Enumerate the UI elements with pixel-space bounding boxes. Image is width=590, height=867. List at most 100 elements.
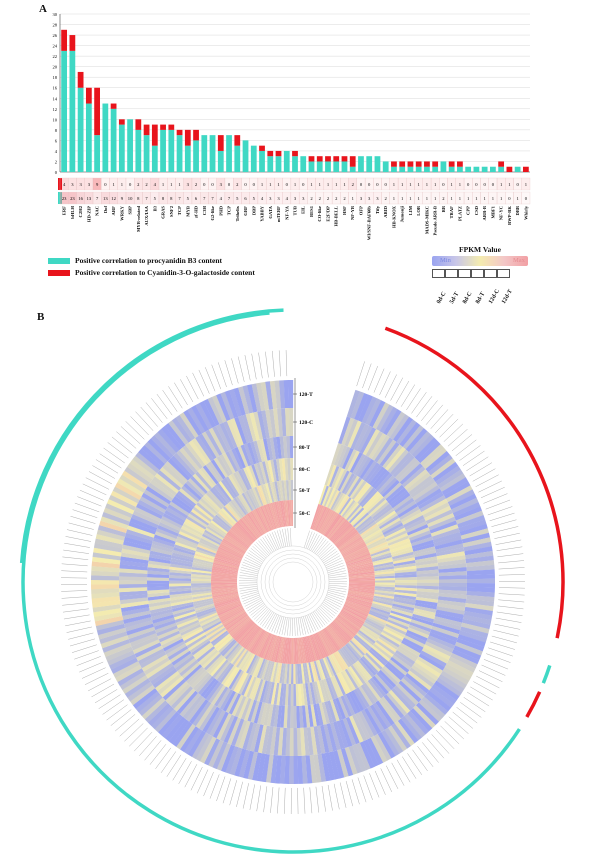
bar-procyanidin [193,140,199,172]
heatmap-cell [96,529,125,541]
y-tick-label: 4 [55,149,58,154]
heatmap-cell [102,639,131,653]
heatmap-cell [170,599,193,607]
heatmap-cell [120,552,150,561]
count-label-cyanidin: 1 [310,182,313,187]
dendrogram-branch [259,610,272,625]
gene-label [88,678,112,692]
heatmap-cell [336,530,358,548]
heatmap-cell [109,653,137,670]
category-label: NF-YC [499,206,504,220]
gene-label [186,375,199,400]
heatmap-cell [234,695,247,718]
heatmap-cell [382,522,404,536]
heatmap-cell [340,695,353,717]
dendrogram-arc [264,553,322,611]
dendrogram-branch [297,617,301,636]
heatmap-cell [169,583,192,587]
heatmap-cell [350,690,365,712]
category-label: MYB-related [136,206,141,232]
dendrogram-branch [310,534,320,551]
heatmap-cell [117,478,144,497]
bar-procyanidin [102,103,109,172]
count-label-procyanidin: 23 [62,196,67,201]
heatmap-cell [347,591,374,598]
dendrogram-branch [287,528,290,547]
heatmap-cell [211,585,238,589]
heatmap-cell [458,519,487,532]
heatmap-cell [254,657,264,678]
gene-label [95,459,119,474]
heatmap-cell [267,460,275,483]
heatmap-cell [438,582,467,588]
heatmap-cell [324,627,341,650]
heatmap-cell [222,452,236,474]
heatmap-cell [346,558,373,568]
legend-item-procyanidin: Positive correlation to procyanidin B3 c… [48,256,222,265]
bar-procyanidin [424,166,430,172]
heatmap-cell [208,739,224,768]
heatmap-cell [147,573,170,578]
heatmap-cell [151,705,174,730]
heatmap-cell [99,520,128,534]
heatmap-cell [341,447,354,470]
bar-cyanidin [217,135,224,151]
bar-cyanidin [399,161,406,167]
heatmap-cell [283,663,288,684]
gene-label [303,787,306,814]
heatmap-cell [415,702,439,726]
heatmap-cell [433,680,460,701]
heatmap-cell [276,636,283,663]
heatmap-cell [328,518,347,540]
heatmap-cell [374,641,394,658]
heatmap-cell [414,602,437,610]
count-label-cyanidin: 1 [525,182,528,187]
heatmap-cell [364,493,382,511]
gene-label [77,496,102,507]
heatmap-cell [213,633,231,648]
heatmap-cell [397,460,421,483]
dendrogram-branch [326,562,344,570]
heatmap-cell [348,582,375,585]
heatmap-cell [187,513,208,528]
dendrogram-branch [242,594,260,602]
gene-label [495,539,522,545]
gene-label [362,363,372,389]
count-label-cyanidin: 1 [261,182,264,187]
heatmap-cell [346,556,372,566]
gene-label [297,787,299,814]
heatmap-cell [213,596,240,606]
gene-label [345,780,353,807]
heatmap-cell [289,436,294,459]
gene-label [66,626,92,633]
gene-label [452,711,474,729]
heatmap-cell [293,683,297,706]
dendrogram-branch [304,615,312,633]
heatmap-cell [277,727,284,756]
heatmap-cell [423,693,449,715]
heatmap-cell [251,678,262,700]
bar-procyanidin [267,156,274,172]
heatmap-cell [367,497,386,515]
heatmap-cell [361,460,378,481]
heatmap-cell [368,400,386,428]
heatmap-cell [207,523,226,537]
heatmap-cell [369,610,389,620]
heatmap-cell [179,726,200,753]
gene-label [61,590,88,592]
count-label-procyanidin: 1 [516,196,519,201]
heatmap-cell [333,468,345,490]
heatmap-cell [335,617,356,636]
heatmap-cell [287,458,291,481]
heatmap-cell [300,637,307,664]
category-label: Tify [375,205,380,214]
heatmap-cell [281,480,286,501]
gene-label [444,721,464,740]
count-label-cyanidin: 9 [96,182,99,187]
heatmap-cell [383,409,402,436]
heatmap-cell [376,439,397,465]
heatmap-cell [219,607,244,621]
bar-cyanidin [168,124,175,130]
heatmap-cell [152,614,175,624]
heatmap-cell [154,473,180,494]
